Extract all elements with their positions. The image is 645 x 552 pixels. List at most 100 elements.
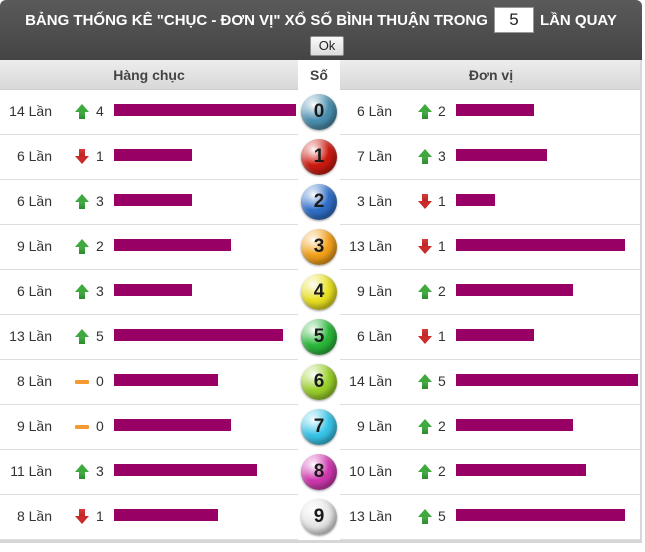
digit-cell: 7 [298, 405, 340, 450]
arrow-down-icon [417, 329, 433, 345]
table-bottom-border [0, 540, 642, 543]
donvi-bar [456, 509, 625, 521]
dash-glyph [75, 425, 89, 429]
arrow-up-icon [74, 464, 90, 480]
chuc-bar [114, 374, 218, 386]
title-suffix: LẦN QUAY [539, 11, 617, 29]
donvi-delta: 1 [438, 193, 446, 209]
donvi-bar [456, 149, 547, 161]
digit-cell: 3 [298, 225, 340, 270]
chuc-delta: 3 [96, 193, 104, 209]
digit-cell: 4 [298, 270, 340, 315]
table-row: 8 Lần 0 6 14 Lần 5 [0, 360, 642, 405]
arrow-up-glyph [74, 284, 90, 300]
donvi-count: 9 Lần [356, 418, 392, 434]
chuc-count: 8 Lần [16, 508, 52, 524]
arrow-up-icon [417, 104, 433, 120]
donvi-delta: 2 [438, 103, 446, 119]
chuc-count: 11 Lần [10, 463, 52, 479]
chuc-bar [114, 464, 257, 476]
table-row: 9 Lần 0 7 9 Lần 2 [0, 405, 642, 450]
donvi-bar [456, 464, 586, 476]
table-row: 6 Lần 3 2 3 Lần 1 [0, 180, 642, 225]
arrow-down-glyph [417, 194, 433, 210]
donvi-bar [456, 239, 625, 251]
table-row: 6 Lần 3 4 9 Lần 2 [0, 270, 642, 315]
donvi-bar [456, 194, 495, 206]
digit-cell: 8 [298, 450, 340, 495]
table-row: 9 Lần 2 3 13 Lần 1 [0, 225, 642, 270]
donvi-delta: 1 [438, 238, 446, 254]
digit-ball: 9 [301, 499, 337, 535]
digit-ball: 4 [301, 274, 337, 310]
chuc-count: 13 Lần [9, 328, 52, 344]
arrow-up-icon [417, 149, 433, 165]
donvi-count: 10 Lần [349, 463, 392, 479]
table-row: 14 Lần 4 0 6 Lần 2 [0, 90, 642, 135]
chuc-count: 9 Lần [16, 418, 52, 434]
digit-cell: 5 [298, 315, 340, 360]
donvi-count: 9 Lần [356, 283, 392, 299]
chuc-delta: 2 [96, 238, 104, 254]
arrow-down-glyph [74, 149, 90, 165]
chuc-count: 14 Lần [9, 103, 52, 119]
chuc-delta: 4 [96, 103, 104, 119]
draw-count-input[interactable] [493, 7, 534, 33]
arrow-down-glyph [417, 239, 433, 255]
table-row: 8 Lần 1 9 13 Lần 5 [0, 495, 642, 540]
donvi-bar [456, 104, 534, 116]
arrow-up-icon [74, 329, 90, 345]
arrow-up-glyph [417, 104, 433, 120]
donvi-bar [456, 374, 638, 386]
ok-button[interactable]: Ok [310, 36, 344, 56]
chuc-bar [114, 149, 192, 161]
arrow-down-glyph [417, 329, 433, 345]
donvi-count: 6 Lần [356, 328, 392, 344]
arrow-up-glyph [417, 464, 433, 480]
donvi-count: 3 Lần [356, 193, 392, 209]
chuc-count: 9 Lần [16, 238, 52, 254]
dash-glyph [75, 380, 89, 384]
arrow-up-icon [417, 284, 433, 300]
table-right-border [640, 60, 642, 543]
chuc-delta: 1 [96, 148, 104, 164]
chuc-bar [114, 509, 218, 521]
donvi-delta: 1 [438, 328, 446, 344]
chuc-delta: 1 [96, 508, 104, 524]
chuc-count: 6 Lần [16, 283, 52, 299]
chuc-delta: 3 [96, 283, 104, 299]
digit-ball: 7 [301, 409, 337, 445]
donvi-count: 13 Lần [349, 508, 392, 524]
digit-ball: 3 [301, 229, 337, 265]
title-prefix: BẢNG THỐNG KÊ "CHỤC - ĐƠN VỊ" XỔ SỐ BÌNH… [25, 11, 488, 29]
arrow-up-glyph [74, 464, 90, 480]
donvi-bar [456, 329, 534, 341]
digit-ball: 2 [301, 184, 337, 220]
column-header-so: Số [298, 60, 340, 90]
header-title-row: BẢNG THỐNG KÊ "CHỤC - ĐƠN VỊ" XỔ SỐ BÌNH… [0, 6, 642, 34]
arrow-up-icon [74, 104, 90, 120]
donvi-delta: 3 [438, 148, 446, 164]
digit-cell: 0 [298, 90, 340, 135]
digit-cell: 9 [298, 495, 340, 540]
digit-cell: 6 [298, 360, 340, 405]
table-row: 13 Lần 5 5 6 Lần 1 [0, 315, 642, 360]
chuc-count: 6 Lần [16, 193, 52, 209]
chuc-count: 8 Lần [16, 373, 52, 389]
chuc-delta: 0 [96, 373, 104, 389]
arrow-up-glyph [74, 194, 90, 210]
digit-cell: 2 [298, 180, 340, 225]
arrow-up-icon [74, 284, 90, 300]
donvi-count: 7 Lần [356, 148, 392, 164]
arrow-up-glyph [74, 329, 90, 345]
chuc-count: 6 Lần [16, 148, 52, 164]
chuc-bar [114, 284, 192, 296]
arrow-down-icon [74, 509, 90, 525]
column-header-donvi: Đơn vị [468, 67, 514, 83]
chuc-bar [114, 329, 283, 341]
digit-cell: 1 [298, 135, 340, 180]
chuc-bar [114, 239, 231, 251]
chuc-bar [114, 419, 231, 431]
digit-ball: 0 [301, 94, 337, 130]
arrow-up-glyph [417, 419, 433, 435]
